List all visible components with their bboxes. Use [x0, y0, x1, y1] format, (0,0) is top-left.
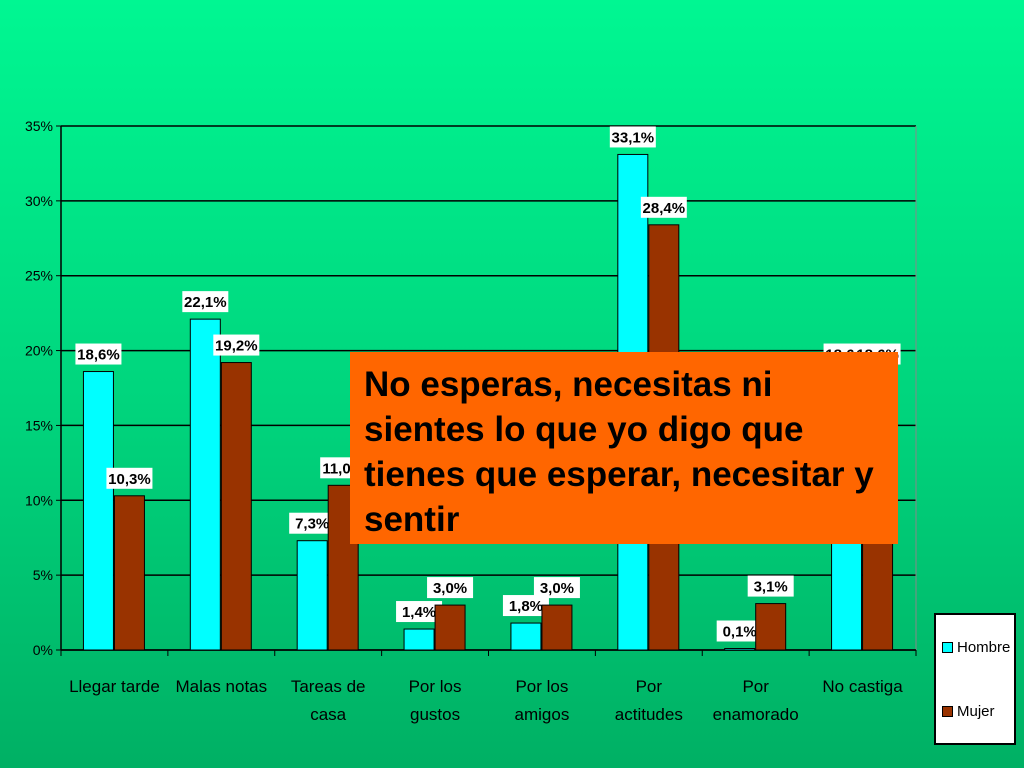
category-label: Tareas de [291, 677, 366, 696]
data-label: 19,2% [215, 338, 258, 355]
bar-mujer [220, 362, 252, 651]
data-label-bg [533, 577, 580, 599]
bar-hombre [296, 540, 328, 651]
category-label: enamorado [713, 705, 799, 724]
data-label: 10,3% [108, 471, 151, 488]
bar-hombre [82, 371, 114, 651]
y-tick-label: 15% [25, 417, 53, 433]
category-label: Por los [515, 677, 568, 696]
data-label-bg [427, 577, 474, 599]
data-label-bg [75, 343, 122, 365]
bar-mujer [755, 603, 787, 651]
callout-text: No esperas, necesitas ni sientes lo que … [364, 365, 874, 539]
y-tick-label: 25% [25, 268, 53, 284]
legend: Hombre Mujer [934, 613, 1016, 745]
category-label: Por los [409, 677, 462, 696]
y-tick-label: 30% [25, 193, 53, 209]
category-label: Malas notas [175, 677, 267, 696]
category-label: Llegar tarde [69, 677, 160, 696]
data-label-bg [396, 601, 443, 623]
data-label: 3,0% [433, 580, 467, 597]
data-label: 28,4% [643, 200, 686, 217]
data-label-bg [609, 126, 656, 148]
y-tick-label: 5% [33, 567, 53, 583]
data-label-bg [502, 595, 549, 617]
data-label: 1,4% [402, 604, 436, 621]
data-label: 3,0% [540, 580, 574, 597]
data-label-bg [716, 620, 763, 642]
category-label: gustos [410, 705, 460, 724]
data-label-bg [106, 467, 153, 489]
category-label: Por [636, 677, 663, 696]
y-tick-label: 0% [33, 642, 53, 658]
category-label: Por [742, 677, 769, 696]
legend-swatch-mujer [942, 706, 953, 717]
bar-hombre [189, 318, 221, 651]
y-tick-label: 35% [25, 118, 53, 134]
data-label: 18,6% [77, 347, 120, 364]
data-label-bg [182, 291, 229, 313]
bar-hombre [724, 648, 756, 651]
legend-item-mujer: Mujer [942, 703, 995, 720]
data-label: 7,3% [295, 516, 329, 533]
data-label: 22,1% [184, 294, 227, 311]
data-label-bg [289, 512, 336, 534]
category-label: amigos [515, 705, 570, 724]
bar-mujer [541, 604, 573, 651]
bar-hombre [403, 628, 435, 651]
data-label-bg [213, 334, 260, 356]
legend-label-mujer: Mujer [957, 703, 995, 720]
y-tick-label: 10% [25, 492, 53, 508]
bar-mujer [434, 604, 466, 651]
data-label: 0,1% [723, 624, 757, 641]
data-label-bg [640, 196, 687, 218]
data-label: 3,1% [754, 579, 788, 596]
data-label: 1,8% [509, 598, 543, 615]
category-label: casa [310, 705, 346, 724]
data-label: 33,1% [612, 129, 655, 146]
y-tick-label: 20% [25, 343, 53, 359]
bar-mujer [113, 495, 145, 651]
legend-item-hombre: Hombre [942, 639, 1010, 656]
bar-hombre [510, 622, 542, 651]
legend-swatch-hombre [942, 642, 953, 653]
category-label: No castiga [822, 677, 903, 696]
category-label: actitudes [615, 705, 683, 724]
legend-label-hombre: Hombre [957, 639, 1011, 656]
callout-box: No esperas, necesitas ni sientes lo que … [350, 352, 898, 544]
data-label-bg [747, 575, 794, 597]
